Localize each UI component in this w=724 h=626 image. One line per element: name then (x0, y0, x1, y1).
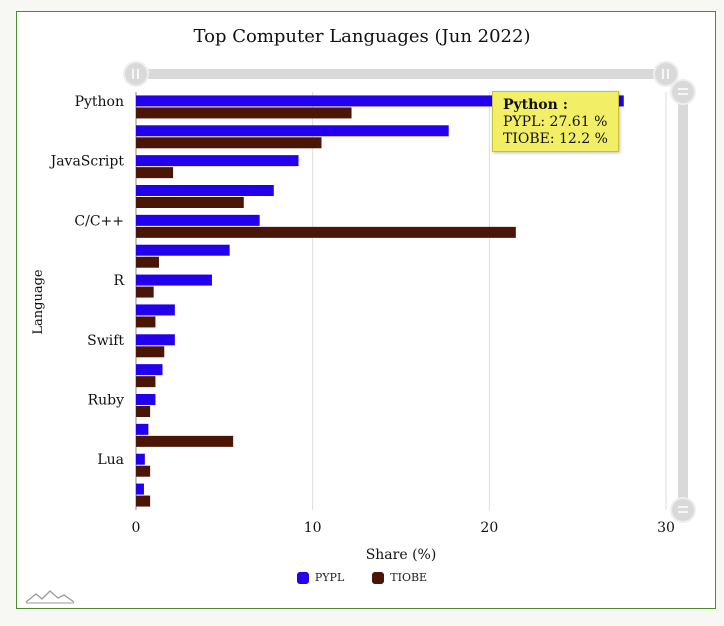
x-tick-label: 0 (132, 520, 141, 536)
category-label: R (113, 273, 124, 289)
legend-label-tiobe: TIOBE (390, 571, 428, 584)
bar-tiobe-9[interactable] (136, 376, 156, 388)
category-label: Lua (97, 452, 124, 468)
bar-tiobe-8[interactable] (136, 346, 165, 358)
legend-label-pypl: PYPL (314, 571, 345, 584)
chart-title: Top Computer Languages (Jun 2022) (193, 26, 531, 47)
legend: PYPL TIOBE (0, 571, 724, 584)
bar-tiobe-12[interactable] (136, 465, 151, 477)
y-scrollbar-track[interactable] (678, 92, 688, 510)
bar-tiobe-5[interactable] (136, 256, 159, 268)
bar-tiobe-11[interactable] (136, 435, 234, 447)
y-axis-title: Language (31, 269, 46, 335)
bar-pypl-1[interactable] (136, 125, 449, 137)
bar-pypl-0[interactable] (136, 95, 624, 107)
bar-pypl-13[interactable] (136, 483, 144, 495)
y-scroll-handle-top[interactable] (670, 79, 696, 105)
x-tick-labels: 0 10 20 30 (132, 520, 675, 536)
bar-pypl-5[interactable] (136, 244, 230, 256)
x-scrollbar-track[interactable] (137, 69, 667, 79)
bar-pypl-3[interactable] (136, 185, 274, 196)
bar-tiobe-13[interactable] (136, 495, 151, 507)
legend-item-pypl[interactable]: PYPL (296, 571, 345, 584)
bar-pypl-12[interactable] (136, 453, 145, 465)
category-label: Python (75, 94, 124, 110)
bar-tiobe-3[interactable] (136, 197, 244, 208)
tooltip-line-tiobe: TIOBE: 12.2 % (503, 131, 608, 147)
bar-pypl-11[interactable] (136, 423, 149, 435)
category-label: C/C++ (74, 213, 124, 229)
legend-swatch-tiobe (372, 571, 385, 584)
bar-pypl-6[interactable] (136, 274, 212, 286)
bar-pypl-10[interactable] (136, 394, 156, 405)
chart-library-logo[interactable] (24, 588, 76, 606)
bar-tiobe-4[interactable] (136, 226, 516, 238)
x-scroll-handle-right[interactable] (653, 61, 679, 87)
bars (136, 95, 624, 507)
x-tick-label: 10 (304, 520, 322, 536)
bar-pypl-7[interactable] (136, 304, 175, 316)
legend-item-tiobe[interactable]: TIOBE (372, 571, 427, 584)
bar-tiobe-6[interactable] (136, 286, 154, 298)
bar-tiobe-0[interactable] (136, 107, 352, 119)
category-label: Swift (87, 333, 124, 349)
bar-pypl-9[interactable] (136, 364, 163, 376)
x-axis-title: Share (%) (366, 547, 437, 563)
bar-tiobe-1[interactable] (136, 137, 322, 149)
grid-lines (135, 92, 667, 510)
bar-tiobe-10[interactable] (136, 406, 151, 417)
y-scroll-handle-bottom[interactable] (670, 497, 696, 523)
bar-pypl-4[interactable] (136, 214, 260, 226)
page-margin (0, 0, 16, 626)
bar-pypl-2[interactable] (136, 155, 299, 167)
category-label: JavaScript (49, 154, 125, 170)
y-zoom-scrollbar[interactable] (670, 79, 696, 523)
tooltip-line-pypl: PYPL: 27.61 % (503, 114, 608, 130)
x-scroll-handle-left[interactable] (123, 61, 149, 87)
bar-pypl-8[interactable] (136, 334, 175, 346)
category-labels: Python JavaScript C/C++ R Swift Ruby Lua (49, 94, 125, 468)
category-label: Ruby (88, 393, 125, 409)
legend-swatch-pypl (296, 571, 309, 584)
x-zoom-scrollbar[interactable] (123, 61, 679, 87)
mountains-icon (25, 590, 75, 603)
python-tooltip: Python : PYPL: 27.61 % TIOBE: 12.2 % (492, 91, 619, 152)
x-tick-label: 30 (657, 520, 675, 536)
bar-tiobe-7[interactable] (136, 316, 156, 328)
bar-tiobe-2[interactable] (136, 167, 174, 179)
x-tick-label: 20 (480, 520, 498, 536)
tooltip-title: Python : (503, 97, 568, 113)
